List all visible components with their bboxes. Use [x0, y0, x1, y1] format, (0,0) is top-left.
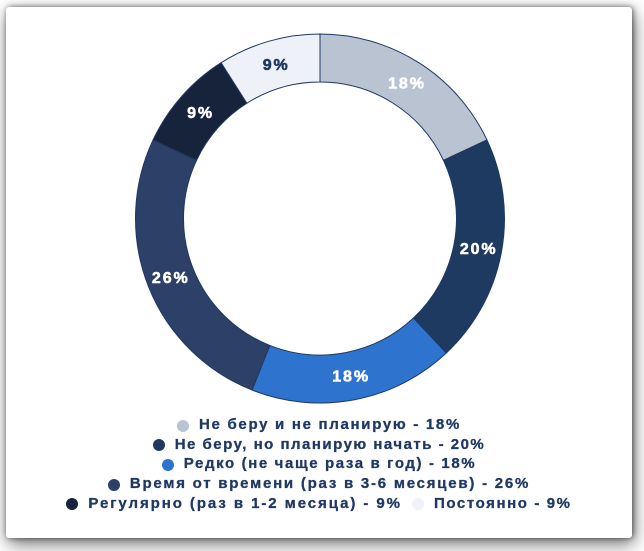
svg-text:26%: 26%: [152, 270, 190, 287]
svg-text:18%: 18%: [388, 76, 426, 93]
svg-text:20%: 20%: [460, 241, 498, 258]
svg-text:9%: 9%: [263, 57, 290, 74]
svg-text:18%: 18%: [332, 369, 370, 386]
svg-text:9%: 9%: [187, 105, 214, 122]
